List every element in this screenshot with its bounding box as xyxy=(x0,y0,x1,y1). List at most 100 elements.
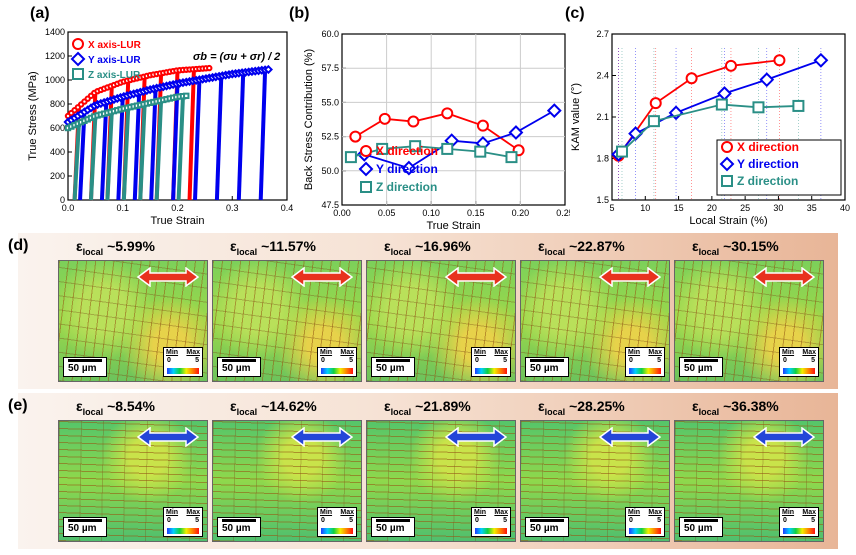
color-gradient xyxy=(475,368,507,374)
x-axis-label: True Strain xyxy=(150,215,204,227)
color-key: Min Max 0 5 xyxy=(779,507,819,537)
y-tick-label: 1400 xyxy=(45,27,65,37)
chart-b: 0.00 0.05 0.10 0.15 0.20 0.25 47.5 50.0 52.5 55.0… xyxy=(303,29,570,230)
plot-frame xyxy=(341,33,566,206)
scale-bar-label: 50 µm xyxy=(376,363,405,374)
strain-value: ~22.87% xyxy=(569,238,625,254)
x-tick-label: 5 xyxy=(609,203,614,213)
color-gradient xyxy=(475,528,507,534)
equation-label: σb = (σu + σr) / 2 xyxy=(193,51,280,63)
x-tick-label: 20 xyxy=(707,203,717,213)
data-point xyxy=(206,64,213,72)
y-tick-label: 1200 xyxy=(45,51,65,61)
y-tick-label: 0 xyxy=(60,195,65,205)
kam-map-image: 50 µm Min Max 0 5 xyxy=(366,420,516,542)
kam-map-image: 50 µm Min Max 0 5 xyxy=(674,420,824,542)
loading-direction-arrow-icon xyxy=(599,427,661,447)
legend-label: Z direction xyxy=(376,180,437,194)
data-point xyxy=(508,125,524,140)
y-tick-label: 1.5 xyxy=(596,195,609,205)
data-point xyxy=(409,140,422,153)
legend-marker xyxy=(360,181,372,193)
loading-direction-arrow-icon xyxy=(445,427,507,447)
x-axis-label: Local Strain (%) xyxy=(689,215,767,227)
y-axis-label: KAM value (°) xyxy=(570,83,582,151)
color-gradient xyxy=(167,368,199,374)
scale-bar-label: 50 µm xyxy=(222,523,251,534)
y-axis-label: Back Stress Contribution (%) xyxy=(303,49,315,190)
scale-bar-label: 50 µm xyxy=(68,363,97,374)
x-tick-label: 15 xyxy=(674,203,684,213)
scale-bar-label: 50 µm xyxy=(222,363,251,374)
panel-d-label: (d) xyxy=(8,237,29,254)
y-tick-label: 2.7 xyxy=(596,29,609,39)
x-tick-label: 0.05 xyxy=(378,208,396,218)
x-tick-label: 0.4 xyxy=(281,203,294,213)
x-tick-label: 25 xyxy=(740,203,750,213)
color-key: Min Max 0 5 xyxy=(625,347,665,377)
scale-bar-label: 50 µm xyxy=(530,363,559,374)
y-tick-label: 2.1 xyxy=(596,112,609,122)
color-gradient xyxy=(167,528,199,534)
panel-e-label: (e) xyxy=(8,397,28,414)
legend-marker xyxy=(721,175,733,187)
x-tick-label: 0.10 xyxy=(422,208,440,218)
data-point xyxy=(476,119,489,132)
epsilon-symbol: ε xyxy=(692,398,699,414)
epsilon-symbol: ε xyxy=(76,238,83,254)
epsilon-symbol: ε xyxy=(230,238,237,254)
x-tick-label: 35 xyxy=(807,203,817,213)
x-tick-label: 0.1 xyxy=(116,203,129,213)
key-high-value: 5 xyxy=(503,517,507,524)
epsilon-subscript: local xyxy=(236,246,258,257)
y-tick-label: 50.0 xyxy=(321,166,339,176)
unload-line xyxy=(171,83,180,201)
data-point xyxy=(615,145,628,158)
key-max-label: Max xyxy=(802,509,816,516)
unload-line xyxy=(176,96,185,201)
legend-label: X direction xyxy=(737,140,799,154)
x-tick-label: 10 xyxy=(640,203,650,213)
key-min-label: Min xyxy=(782,509,795,516)
data-point xyxy=(759,72,775,88)
y-tick-label: 800 xyxy=(50,99,65,109)
data-point xyxy=(441,107,454,120)
key-max-label: Max xyxy=(186,509,200,516)
legend-label: Y axis-LUR xyxy=(88,55,141,66)
key-max-label: Max xyxy=(648,349,662,356)
x-axis-label: True Strain xyxy=(426,220,480,230)
key-min-label: Min xyxy=(166,349,179,356)
legend-marker xyxy=(72,68,84,80)
local-strain-label: εlocal ~36.38% xyxy=(692,398,779,417)
key-min-label: Min xyxy=(628,349,641,356)
data-point xyxy=(715,98,728,111)
data-point xyxy=(441,142,454,155)
scale-bar: 50 µm xyxy=(525,517,569,537)
epsilon-subscript: local xyxy=(82,246,104,257)
scale-bar-label: 50 µm xyxy=(68,523,97,534)
x-tick-label: 0.25 xyxy=(556,208,570,218)
key-min-label: Min xyxy=(474,349,487,356)
y-tick-label: 55.0 xyxy=(321,97,339,107)
key-low-value: 0 xyxy=(321,517,325,524)
loading-direction-arrow-icon xyxy=(137,427,199,447)
data-point xyxy=(401,160,417,176)
local-strain-label: εlocal ~14.62% xyxy=(230,398,317,417)
local-strain-label: εlocal ~21.89% xyxy=(384,398,471,417)
strain-value: ~16.96% xyxy=(415,238,471,254)
legend-marker xyxy=(721,141,733,153)
key-high-value: 5 xyxy=(811,517,815,524)
scale-bar: 50 µm xyxy=(525,357,569,377)
scale-bar: 50 µm xyxy=(371,517,415,537)
key-min-label: Min xyxy=(782,349,795,356)
data-point xyxy=(773,54,786,67)
unload-line xyxy=(154,100,164,201)
panel-b-label: (b) xyxy=(289,5,310,22)
key-max-label: Max xyxy=(340,349,354,356)
panel-a-label: (a) xyxy=(30,5,50,22)
unload-line xyxy=(236,72,246,201)
scale-bar-label: 50 µm xyxy=(376,523,405,534)
x-tick-label: 0.2 xyxy=(171,203,184,213)
legend-label: Z axis-LUR xyxy=(88,70,141,81)
key-low-value: 0 xyxy=(629,517,633,524)
